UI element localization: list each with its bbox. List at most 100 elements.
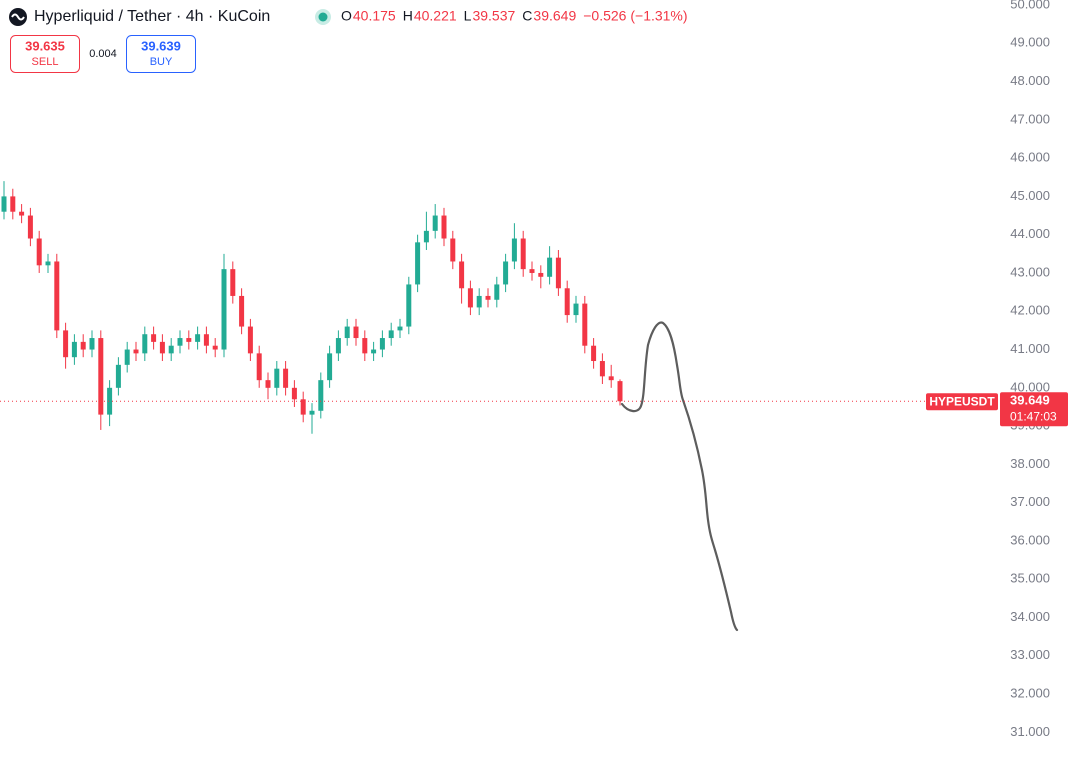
y-tick-label: 44.000: [1010, 226, 1050, 241]
candle-body: [168, 345, 174, 354]
candle-body: [459, 261, 465, 289]
candle-body: [177, 338, 183, 346]
candle-body: [467, 288, 473, 308]
candle-body: [423, 230, 429, 243]
candle-body: [221, 269, 227, 350]
candle-body: [283, 368, 289, 388]
ohlc-label: C: [522, 8, 532, 24]
candle-body: [239, 295, 245, 327]
candle-body: [406, 284, 412, 327]
y-tick-label: 36.000: [1010, 532, 1050, 547]
candle-body: [520, 238, 526, 270]
candle-body: [107, 387, 113, 415]
candle-body: [573, 303, 579, 316]
ohlc-value: 40.221: [414, 8, 457, 24]
y-tick-label: 42.000: [1010, 303, 1050, 318]
drawing: [620, 321, 739, 632]
candle-body: [617, 381, 623, 402]
candle-body: [344, 326, 350, 339]
candle-body: [415, 242, 421, 285]
ohlc-value: 40.175: [353, 8, 396, 24]
price-tag-value: 39.649: [1010, 393, 1050, 408]
ohlc-label: H: [403, 8, 413, 24]
symbol-tag: [926, 393, 998, 411]
y-tick-label: 41.000: [1010, 341, 1050, 356]
y-tick-label: 48.000: [1010, 73, 1050, 88]
status-dot: [318, 12, 328, 22]
candle-body: [529, 269, 535, 273]
candle-body: [230, 269, 236, 296]
y-tick-label: 32.000: [1010, 686, 1050, 701]
candle-body: [300, 399, 306, 415]
candle-body: [45, 261, 51, 266]
sell-price: 39.635: [25, 38, 65, 53]
candle-body: [142, 334, 148, 354]
y-tick-label: 34.000: [1010, 609, 1050, 624]
candle-body: [441, 215, 447, 239]
y-tick-label: 31.000: [1010, 724, 1050, 739]
buy-button[interactable]: [126, 35, 196, 73]
y-tick-label: 45.000: [1010, 188, 1050, 203]
candle-body: [432, 215, 438, 231]
candle-body: [247, 326, 253, 354]
ohlc-value: 39.537: [472, 8, 515, 24]
y-tick-label: 33.000: [1010, 647, 1050, 662]
candle-body: [274, 368, 280, 388]
candle-body: [547, 257, 553, 277]
candle-body: [503, 261, 509, 285]
candle-body: [27, 215, 33, 239]
y-tick-label: 49.000: [1010, 35, 1050, 50]
candle-body: [54, 261, 60, 331]
ohlc-label: L: [464, 8, 472, 24]
candle-body: [591, 345, 597, 362]
y-tick-label: 47.000: [1010, 111, 1050, 126]
candle-body: [186, 338, 192, 342]
candle-body: [564, 288, 570, 316]
candle-body: [256, 353, 262, 381]
candle-body: [371, 349, 377, 354]
logo-mark: [11, 13, 25, 21]
candle-body: [335, 338, 341, 354]
sell-button[interactable]: [10, 35, 80, 73]
candle-body: [151, 334, 157, 342]
candle-body: [608, 376, 614, 381]
candle-body: [397, 326, 403, 331]
symbol-label: HYPEUSDT: [929, 394, 995, 408]
candle-body: [124, 349, 130, 365]
candle-body: [1, 196, 7, 212]
candle-body: [476, 295, 482, 308]
candle-body: [195, 334, 201, 342]
ohlc-value: 39.649: [533, 8, 576, 24]
candle-body: [318, 380, 324, 411]
candle-body: [291, 387, 297, 400]
candle-body: [36, 238, 42, 266]
candle-body: [212, 345, 218, 350]
candle-body: [203, 334, 209, 346]
candle-body: [63, 330, 69, 358]
candle-body: [19, 211, 25, 216]
candle-body: [599, 361, 605, 377]
buy-price: 39.639: [141, 38, 181, 53]
y-tick-label: 46.000: [1010, 150, 1050, 165]
candle-body: [582, 303, 588, 346]
candle-body: [538, 272, 544, 277]
candle-body: [71, 341, 77, 358]
buy-label: BUY: [150, 56, 173, 68]
candle-body: [485, 295, 491, 300]
candle-body: [494, 284, 500, 300]
y-tick-label: 50.000: [1010, 0, 1050, 11]
candle-body: [265, 380, 271, 388]
ohlc-change: −0.526 (−1.31%): [583, 8, 687, 24]
countdown: 01:47:03: [1010, 409, 1057, 423]
candle-body: [555, 257, 561, 289]
y-tick-label: 35.000: [1010, 571, 1050, 586]
candle-body: [133, 349, 139, 354]
chart-title: Hyperliquid / Tether · 4h · KuCoin: [34, 8, 270, 25]
candle-body: [511, 238, 517, 262]
candle-body: [388, 330, 394, 339]
candle-body: [115, 364, 121, 388]
candle-body: [379, 338, 385, 350]
y-tick-label: 43.000: [1010, 264, 1050, 279]
candle-body: [10, 196, 16, 212]
